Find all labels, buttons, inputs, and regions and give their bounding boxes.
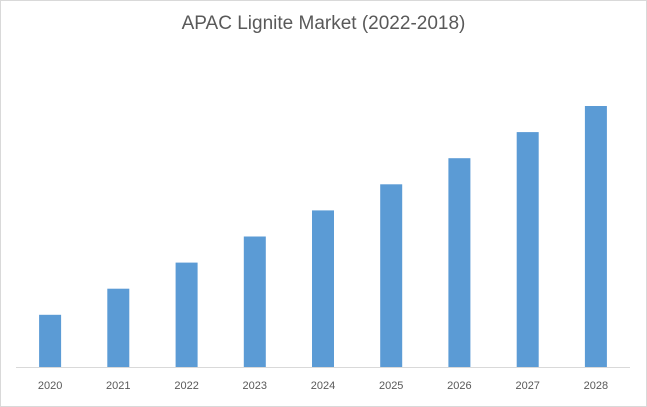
x-tick-label-2021: 2021	[106, 380, 130, 392]
x-tick-label-2027: 2027	[515, 380, 539, 392]
bar-2021	[107, 288, 130, 367]
bar-2023	[243, 236, 266, 367]
x-tick-label-2022: 2022	[174, 380, 198, 392]
chart-title: APAC Lignite Market (2022-2018)	[181, 13, 466, 34]
x-tick-label-2025: 2025	[379, 380, 403, 392]
bar-2022	[175, 262, 198, 367]
bar-2026	[448, 158, 471, 367]
bars-group	[39, 106, 607, 367]
x-tick-label-2020: 2020	[38, 380, 62, 392]
bar-2024	[312, 210, 334, 367]
x-tick-label-2023: 2023	[243, 380, 267, 392]
x-tick-label-2024: 2024	[311, 380, 335, 392]
x-tick-label-2028: 2028	[584, 380, 608, 392]
bar-2028	[584, 106, 607, 367]
bar-2020	[39, 314, 62, 367]
x-tick-label-2026: 2026	[447, 380, 471, 392]
bar-2025	[380, 184, 403, 367]
x-tick-labels: 2020 2021 2022 2023 2024 2025 2026 2027 2028	[38, 380, 608, 392]
bar-2027	[516, 132, 539, 367]
